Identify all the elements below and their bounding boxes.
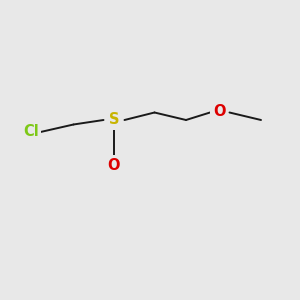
- Text: Cl: Cl: [23, 124, 39, 140]
- Text: O: O: [108, 158, 120, 172]
- Text: S: S: [109, 112, 119, 128]
- Text: O: O: [213, 103, 225, 118]
